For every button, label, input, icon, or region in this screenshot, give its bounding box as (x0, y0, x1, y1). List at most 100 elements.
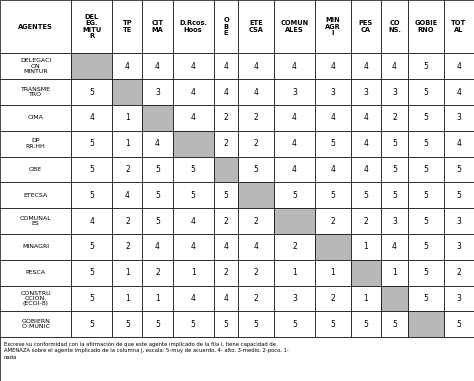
Text: 3: 3 (456, 216, 461, 226)
Text: MIN
AGR
I: MIN AGR I (325, 17, 341, 36)
Bar (381, 157, 408, 182)
Text: 3: 3 (456, 242, 461, 251)
Bar (0, 337, 474, 381)
Bar (274, 182, 315, 208)
Text: COMUN
ALES: COMUN ALES (281, 21, 309, 33)
Bar (315, 311, 351, 337)
Bar (238, 131, 274, 157)
Bar (444, 182, 474, 208)
Bar (238, 234, 274, 260)
Text: 5: 5 (330, 139, 335, 148)
Bar (381, 311, 408, 337)
Text: 4: 4 (456, 139, 461, 148)
Text: 4: 4 (254, 242, 259, 251)
Bar (381, 79, 408, 105)
Text: D.Rcos.
Hoos: D.Rcos. Hoos (179, 21, 207, 33)
Bar (381, 53, 408, 79)
Bar (143, 105, 173, 131)
Bar (71, 131, 112, 157)
Text: 4: 4 (89, 114, 94, 122)
Bar (71, 157, 112, 182)
Bar (0, 157, 71, 182)
Text: 2: 2 (125, 242, 130, 251)
Text: 5: 5 (456, 165, 461, 174)
Bar (444, 0, 474, 53)
Text: 4: 4 (191, 294, 196, 303)
Bar (315, 208, 351, 234)
Text: 2: 2 (330, 294, 335, 303)
Bar (238, 286, 274, 311)
Bar (381, 131, 408, 157)
Text: DP
RR.HH: DP RR.HH (26, 138, 46, 149)
Bar (71, 311, 112, 337)
Text: CO
NS.: CO NS. (388, 21, 401, 33)
Text: 5: 5 (364, 320, 368, 329)
Text: 4: 4 (292, 62, 297, 71)
Bar (408, 260, 444, 286)
Bar (381, 260, 408, 286)
Text: 5: 5 (191, 320, 196, 329)
Text: 4: 4 (191, 88, 196, 96)
Bar (0, 0, 71, 53)
Bar (444, 105, 474, 131)
Text: 5: 5 (89, 294, 94, 303)
Text: 5: 5 (424, 88, 428, 96)
Text: 5: 5 (392, 320, 397, 329)
Bar (112, 234, 143, 260)
Text: 5: 5 (89, 165, 94, 174)
Bar (112, 157, 143, 182)
Text: 4: 4 (155, 62, 160, 71)
Text: 1: 1 (191, 268, 196, 277)
Bar (408, 105, 444, 131)
Text: AGENTES: AGENTES (18, 24, 53, 30)
Bar (444, 79, 474, 105)
Text: 1: 1 (125, 294, 130, 303)
Text: 3: 3 (292, 294, 297, 303)
Text: TP
TE: TP TE (123, 21, 132, 33)
Text: 1: 1 (125, 139, 130, 148)
Text: GOBIE
RNO: GOBIE RNO (414, 21, 438, 33)
Bar (173, 208, 214, 234)
Text: 3: 3 (155, 88, 160, 96)
Bar (71, 260, 112, 286)
Text: CONSTRU
CCION.
(ECOI-8): CONSTRU CCION. (ECOI-8) (20, 291, 51, 306)
Text: 4: 4 (224, 242, 228, 251)
Text: 1: 1 (292, 268, 297, 277)
Text: ETE
CSA: ETE CSA (249, 21, 264, 33)
Bar (173, 182, 214, 208)
Bar (143, 311, 173, 337)
Bar (112, 260, 143, 286)
Text: COMUNAL
ES: COMUNAL ES (20, 216, 52, 226)
Bar (71, 53, 112, 79)
Bar (351, 105, 381, 131)
Text: 4: 4 (364, 114, 368, 122)
Text: TOT
AL: TOT AL (451, 21, 466, 33)
Text: 4: 4 (392, 242, 397, 251)
Text: 4: 4 (364, 165, 368, 174)
Bar (351, 131, 381, 157)
Text: 2: 2 (125, 165, 130, 174)
Text: 5: 5 (89, 139, 94, 148)
Bar (112, 208, 143, 234)
Bar (214, 260, 238, 286)
Text: GOBIERN
O MUNIC: GOBIERN O MUNIC (21, 319, 50, 330)
Text: 4: 4 (224, 62, 228, 71)
Bar (0, 53, 71, 79)
Text: 5: 5 (191, 165, 196, 174)
Text: 5: 5 (424, 114, 428, 122)
Bar (238, 260, 274, 286)
Bar (351, 79, 381, 105)
Bar (351, 0, 381, 53)
Text: 5: 5 (155, 165, 160, 174)
Bar (408, 182, 444, 208)
Bar (408, 234, 444, 260)
Bar (0, 182, 71, 208)
Text: 3: 3 (364, 88, 368, 96)
Text: 4: 4 (191, 242, 196, 251)
Bar (0, 260, 71, 286)
Text: 4: 4 (364, 62, 368, 71)
Bar (0, 79, 71, 105)
Bar (71, 79, 112, 105)
Bar (351, 182, 381, 208)
Bar (381, 105, 408, 131)
